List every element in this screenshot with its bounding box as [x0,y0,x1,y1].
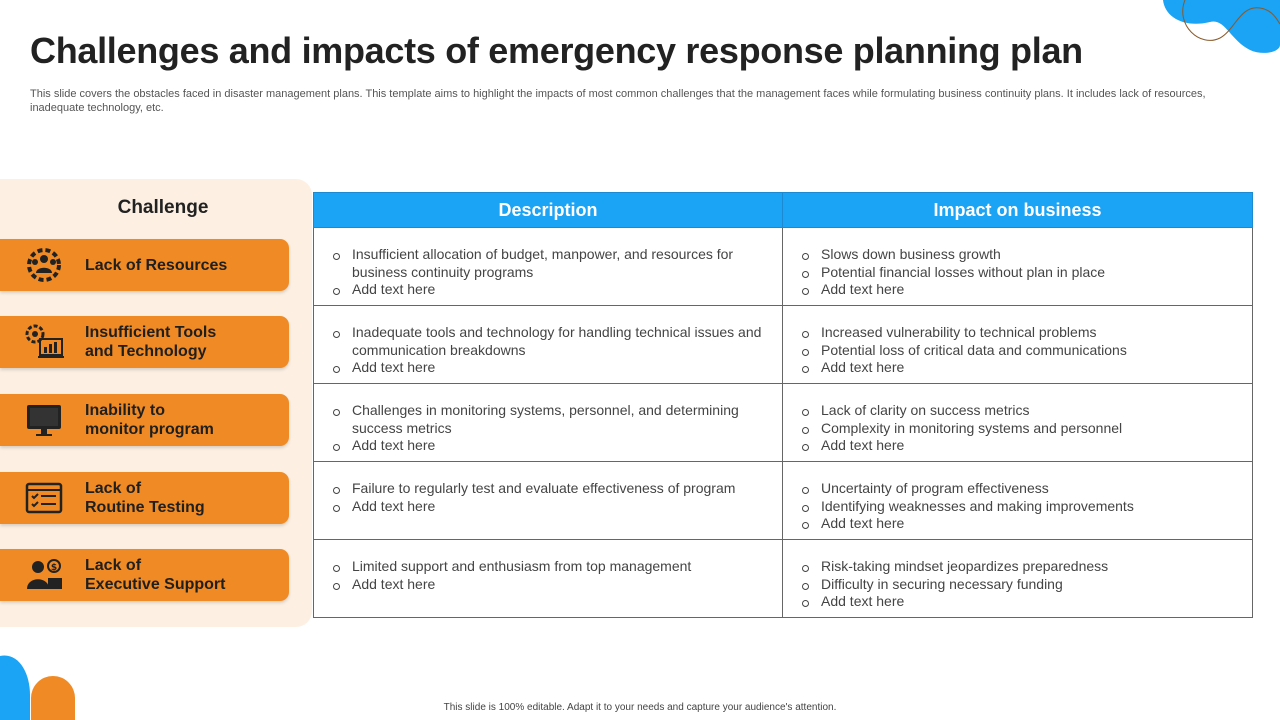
table-row: Failure to regularly test and evaluate e… [313,461,1253,540]
table-row: Limited support and enthusiasm from top … [313,539,1253,618]
impact-cell: Slows down business growth Potential fin… [782,227,1253,306]
bullet-item: Potential loss of critical data and comm… [801,342,1248,360]
bullet-item: Potential financial losses without plan … [801,264,1248,282]
description-cell: Challenges in monitoring systems, person… [313,383,783,462]
challenge-label: Inability to monitor program [85,402,214,438]
bullet-item: Add text here [801,515,1248,533]
challenge-label: Lack of Routine Testing [85,480,205,516]
team-gear-icon [22,245,66,285]
bullet-item: Limited support and enthusiasm from top … [332,558,778,576]
challenges-table: Description Impact on business Insuffici… [313,192,1253,618]
bullet-item: Risk-taking mindset jeopardizes prepared… [801,558,1248,576]
impact-cell: Risk-taking mindset jeopardizes prepared… [782,539,1253,618]
gear-chart-icon [22,322,66,362]
description-cell: Insufficient allocation of budget, manpo… [313,227,783,306]
table-header-row: Description Impact on business [313,192,1253,228]
bullet-item: Challenges in monitoring systems, person… [332,402,778,437]
challenge-inability-to-monitor[interactable]: Inability to monitor program [0,394,289,446]
impact-cell: Increased vulnerability to technical pro… [782,305,1253,384]
slide-footer: This slide is 100% editable. Adapt it to… [443,702,837,713]
slide-title: Challenges and impacts of emergency resp… [30,30,1083,71]
bullet-item: Increased vulnerability to technical pro… [801,324,1248,342]
bullet-item: Add text here [332,498,778,516]
bullet-item: Add text here [332,359,778,377]
table-row: Challenges in monitoring systems, person… [313,383,1253,462]
challenge-lack-of-resources[interactable]: Lack of Resources [0,239,289,291]
bullet-item: Complexity in monitoring systems and per… [801,420,1248,438]
bullet-item: Add text here [801,437,1248,455]
decorative-blob-top-right [1163,0,1280,53]
table-row: Insufficient allocation of budget, manpo… [313,227,1253,306]
challenge-lack-of-executive-support[interactable]: $ Lack of Executive Support [0,549,289,601]
challenge-label: Insufficient Tools and Technology [85,324,217,360]
bullet-item: Uncertainty of program effectiveness [801,480,1248,498]
bullet-item: Add text here [332,281,778,299]
bullet-item: Add text here [332,576,778,594]
table-row: Inadequate tools and technology for hand… [313,305,1253,384]
bullet-item: Lack of clarity on success metrics [801,402,1248,420]
bullet-item: Inadequate tools and technology for hand… [332,324,778,359]
checklist-screen-icon [22,478,66,518]
monitor-icon [22,400,66,440]
bullet-item: Insufficient allocation of budget, manpo… [332,246,778,281]
impact-cell: Uncertainty of program effectiveness Ide… [782,461,1253,540]
challenge-label: Lack of Executive Support [85,557,226,593]
svg-text:$: $ [51,563,57,573]
slide-subtitle: This slide covers the obstacles faced in… [30,88,1206,114]
description-cell: Inadequate tools and technology for hand… [313,305,783,384]
description-cell: Failure to regularly test and evaluate e… [313,461,783,540]
challenge-lack-of-routine-testing[interactable]: Lack of Routine Testing [0,472,289,524]
challenge-label: Lack of Resources [85,256,228,274]
bullet-item: Add text here [801,359,1248,377]
businessman-money-icon: $ [22,555,66,595]
bullet-item: Identifying weaknesses and making improv… [801,498,1248,516]
bullet-item: Difficulty in securing necessary funding [801,576,1248,594]
decorative-blob-bottom-left [0,655,75,720]
bullet-item: Add text here [801,281,1248,299]
bullet-item: Failure to regularly test and evaluate e… [332,480,778,498]
challenge-insufficient-tools[interactable]: Insufficient Tools and Technology [0,316,289,368]
impact-cell: Lack of clarity on success metrics Compl… [782,383,1253,462]
bullet-item: Slows down business growth [801,246,1248,264]
header-impact: Impact on business [782,192,1253,228]
challenge-header: Challenge [117,197,209,218]
description-cell: Limited support and enthusiasm from top … [313,539,783,618]
header-description: Description [313,192,783,228]
bullet-item: Add text here [801,593,1248,611]
bullet-item: Add text here [332,437,778,455]
